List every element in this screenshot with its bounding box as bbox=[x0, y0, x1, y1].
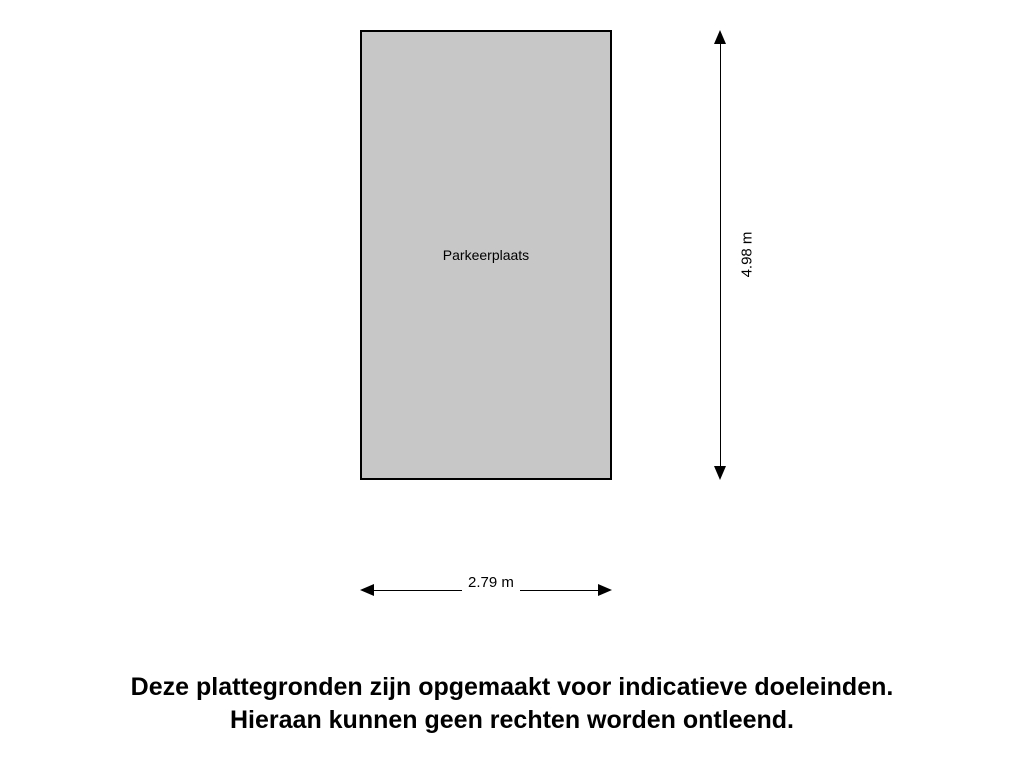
arrow-down-icon bbox=[714, 466, 726, 480]
vertical-dimension-line bbox=[720, 42, 721, 468]
disclaimer-line-1: Deze plattegronden zijn opgemaakt voor i… bbox=[131, 673, 894, 701]
floorplan-diagram: Parkeerplaats 4.98 m 2.79 m bbox=[0, 30, 1024, 630]
vertical-dimension-label: 4.98 m bbox=[738, 232, 755, 278]
arrow-up-icon bbox=[714, 30, 726, 44]
arrow-left-icon bbox=[360, 584, 374, 596]
disclaimer-text: Deze plattegronden zijn opgemaakt voor i… bbox=[0, 671, 1024, 739]
arrow-right-icon bbox=[598, 584, 612, 596]
disclaimer-line-2: Hieraan kunnen geen rechten worden ontle… bbox=[230, 706, 794, 734]
parking-space-box: Parkeerplaats bbox=[360, 30, 612, 480]
horizontal-dimension-label: 2.79 m bbox=[462, 574, 520, 591]
parking-space-label: Parkeerplaats bbox=[443, 247, 529, 263]
